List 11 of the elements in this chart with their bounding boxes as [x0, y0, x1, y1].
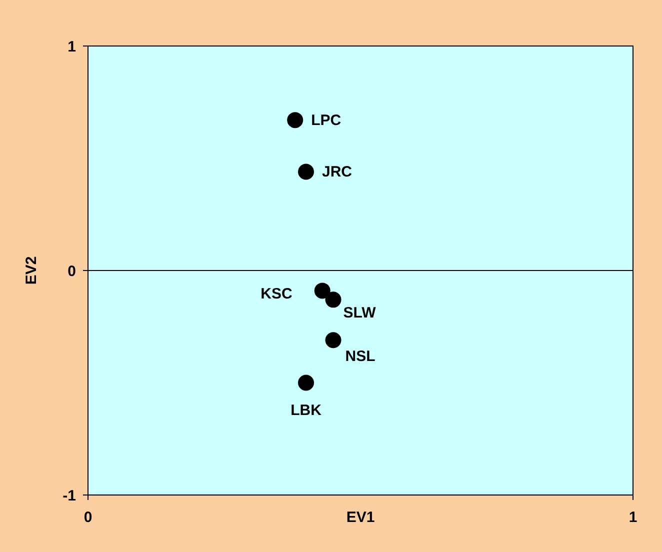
y-tick-label: 0	[68, 262, 76, 280]
data-label: KSC	[260, 286, 293, 303]
y-axis-title: EV2	[23, 256, 40, 285]
data-label: JRC	[322, 164, 352, 181]
data-label: NSL	[345, 348, 376, 366]
x-axis-title: EV1	[346, 509, 375, 526]
data-label: SLW	[343, 304, 377, 322]
y-tick-label: -1	[62, 487, 76, 504]
data-label: LPC	[311, 112, 342, 130]
y-tick-label: 1	[68, 38, 76, 56]
data-label: LBK	[290, 402, 322, 419]
